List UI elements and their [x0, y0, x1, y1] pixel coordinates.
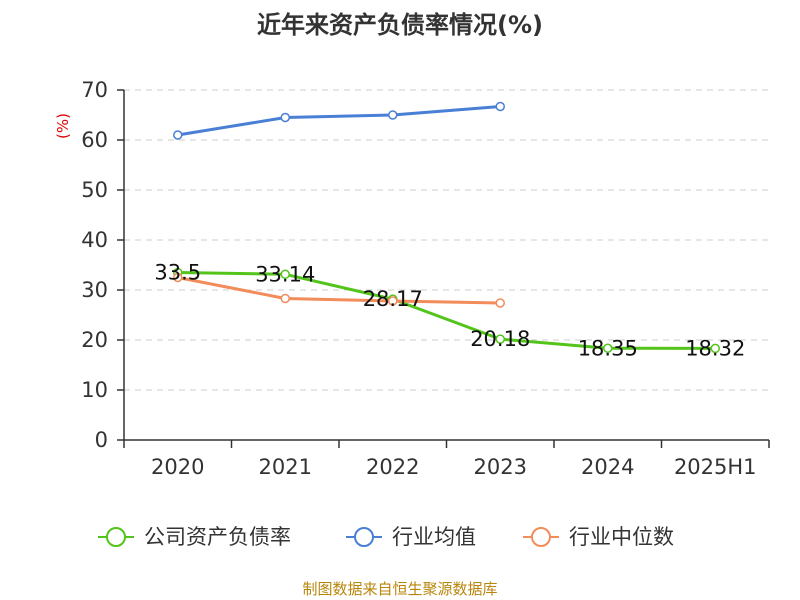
y-axis-label: (%) [54, 113, 72, 139]
point-2-2023 [495, 298, 505, 308]
series-line-1 [177, 105, 501, 137]
point-1-2022 [388, 110, 398, 120]
data-label-2024: 18.35 [578, 336, 638, 360]
data-label-2021: 33.14 [255, 262, 315, 286]
chart-title: 近年来资产负债率情况(%) [257, 11, 543, 39]
source-note: 制图数据来自恒生聚源数据库 [302, 580, 497, 598]
x-tick-label-2020: 2020 [151, 455, 204, 479]
x-tick-label-2021: 2021 [259, 455, 312, 479]
y-tick-label-70: 70 [81, 78, 108, 102]
point-0-2025H1 [710, 343, 720, 354]
legend-swatch-marker-1 [354, 527, 374, 547]
x-tick-label-2025H1: 2025H1 [674, 455, 757, 479]
legend-label-2: 行业中位数 [569, 525, 674, 549]
y-tick-label-50: 50 [81, 178, 108, 202]
legend-item-0: 公司资产负债率 [98, 525, 291, 549]
x-tick-label-2024: 2024 [581, 455, 634, 479]
x-tick-label-2022: 2022 [366, 455, 419, 479]
point-1-2020 [173, 130, 183, 140]
series-line-2 [177, 276, 501, 305]
data-labels: 33.5 33.14 28.17 20.18 18.35 18.32 [154, 261, 745, 361]
grid [124, 89, 769, 391]
y-tick-label-10: 10 [81, 378, 108, 402]
point-1-2021 [280, 112, 290, 123]
x-tick-label-2023: 2023 [474, 455, 527, 479]
point-0-2021 [280, 269, 290, 280]
legend-swatch-marker-0 [106, 527, 126, 547]
data-label-2022: 28.17 [363, 287, 423, 311]
legend-label-0: 公司资产负债率 [144, 525, 291, 549]
data-label-2020: 33.5 [154, 261, 201, 285]
series [173, 101, 720, 354]
y-tick-label-0: 0 [95, 428, 108, 452]
y-tick-label-60: 60 [81, 128, 108, 152]
series-line-0 [177, 271, 716, 350]
series-2 [173, 272, 505, 308]
legend-label-1: 行业均值 [392, 525, 476, 549]
data-label-2023: 20.18 [470, 327, 530, 351]
legend-swatch-marker-2 [531, 527, 551, 547]
series-1 [173, 101, 505, 140]
data-label-2025H1: 18.32 [685, 336, 745, 360]
legend-item-2: 行业中位数 [523, 525, 674, 549]
legend: 公司资产负债率 行业均值 行业中位数 [98, 525, 674, 549]
point-1-2023 [495, 101, 505, 112]
y-tick-label-20: 20 [81, 328, 108, 352]
axes: 0 10 20 30 40 50 60 70 2020 2021 2022 2023 2024 2025H… [81, 78, 770, 479]
legend-item-1: 行业均值 [346, 525, 476, 549]
y-tick-label-40: 40 [81, 228, 108, 252]
point-0-2023 [495, 334, 505, 344]
point-2-2022 [388, 296, 398, 306]
point-0-2024 [603, 343, 613, 353]
point-2-2021 [280, 293, 290, 304]
y-tick-label-30: 30 [81, 278, 108, 302]
point-2-2020 [173, 272, 183, 283]
